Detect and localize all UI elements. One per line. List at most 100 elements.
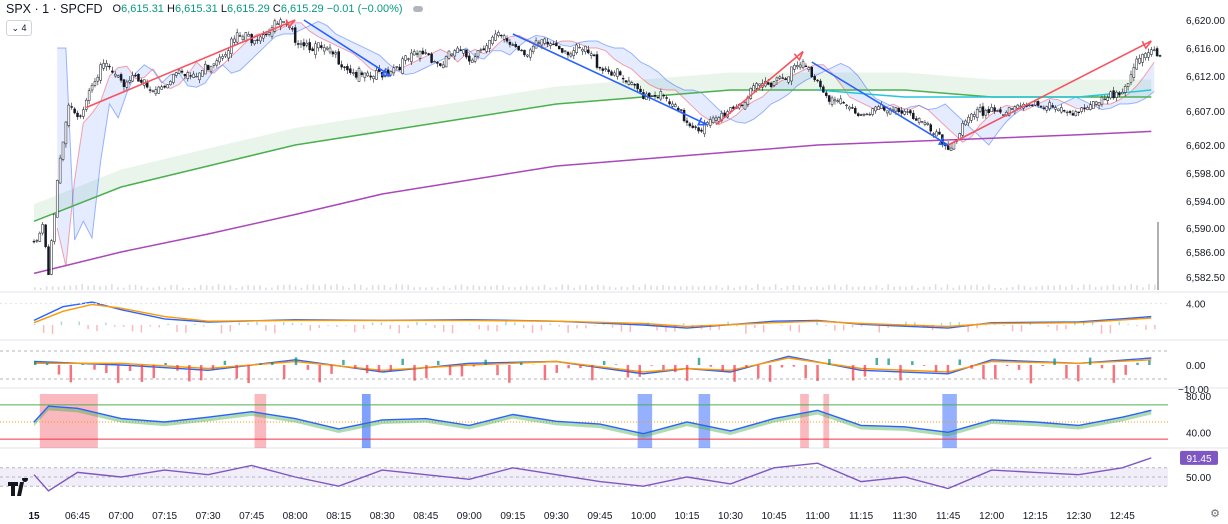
osc2-hist-bar: [472, 365, 476, 367]
candle-body: [581, 48, 584, 52]
candle-body: [392, 67, 396, 74]
candle-body: [93, 81, 97, 86]
rsi-pane-bg: 50.00 91.45: [0, 450, 1218, 487]
candle-body: [511, 44, 515, 46]
candle-body: [975, 109, 979, 118]
time-tick-label: 07:45: [239, 511, 264, 522]
up-arrow-2: [715, 50, 804, 126]
osc1-hist-bar: [611, 325, 614, 328]
volume-bar: [288, 284, 291, 290]
volume-bar: [531, 286, 534, 290]
volume-bar: [922, 286, 925, 290]
osc1-hist-bar: [122, 325, 125, 327]
osc1-hist-bar: [976, 325, 978, 329]
settings-gear-icon[interactable]: ⚙: [1210, 508, 1220, 520]
candle-body: [926, 122, 930, 125]
candle-body: [624, 80, 628, 83]
volume-bar: [579, 285, 581, 290]
osc1-hist-bar: [754, 325, 756, 329]
osc1-hist-bar: [167, 323, 169, 326]
symbol-label[interactable]: SPX · 1 · SPCFD: [6, 2, 103, 16]
candle-body: [96, 76, 100, 82]
candle-body: [743, 102, 747, 110]
osc2-hist-bar: [662, 365, 665, 370]
candle-body: [427, 53, 430, 56]
teal-ma-line: [817, 89, 1152, 98]
candle-body: [848, 106, 851, 110]
volume-bar: [205, 285, 208, 290]
osc1-hist-bar: [256, 321, 258, 326]
volume-bar: [869, 286, 872, 290]
candle-body: [650, 95, 654, 97]
volume-bar: [484, 286, 486, 290]
volume-bar: [365, 287, 368, 290]
osc1-hist-bar: [442, 325, 445, 332]
candle-body: [177, 69, 181, 74]
volume-bar: [502, 285, 504, 290]
candle-body: [990, 107, 993, 112]
volume-bar: [490, 286, 492, 290]
tradingview-logo-icon: [8, 478, 28, 496]
candle-body: [563, 50, 567, 52]
volume-bar: [271, 287, 273, 290]
osc1-hist-bar: [994, 324, 996, 326]
candle-body: [128, 80, 132, 83]
candle-body: [578, 46, 581, 49]
osc1-hist-bar: [514, 322, 516, 326]
candle-body: [1141, 54, 1144, 63]
candle-body: [1065, 111, 1069, 114]
candle-body: [328, 47, 332, 53]
candle-body: [264, 33, 268, 36]
volume-bar: [425, 287, 427, 290]
osc1-hist-bar: [1082, 321, 1085, 326]
high-value: 6,615.31: [174, 3, 218, 15]
volume-bar: [644, 284, 647, 290]
osc2-hist-bar: [626, 365, 630, 378]
osc1-hist-bar: [736, 325, 738, 327]
osc2-hist-bar: [365, 365, 369, 374]
candle-body: [398, 66, 401, 71]
volume-bar: [964, 285, 967, 290]
volume-bar: [585, 284, 587, 290]
candle-body: [505, 38, 509, 42]
osc2-hist-bar: [140, 365, 144, 382]
time-tick-label: 08:00: [283, 511, 308, 522]
candle-body: [99, 64, 102, 81]
candle-body: [508, 41, 512, 45]
indicators-toggle-button[interactable]: ⌄ 4: [6, 20, 32, 36]
candle-body: [1152, 49, 1156, 51]
time-tick-label: 07:15: [152, 511, 177, 522]
volume-bar: [988, 284, 990, 290]
candle-body: [917, 118, 921, 123]
osc2-hist-bar: [105, 365, 108, 374]
candle-body: [79, 115, 82, 117]
osc1-hist-bar: [34, 324, 36, 326]
candle-body: [1016, 104, 1020, 109]
candle-body: [82, 109, 85, 117]
candle-body: [148, 89, 152, 91]
candle-body: [569, 53, 573, 57]
time-tick-label: 11:15: [849, 511, 874, 522]
candle-body: [203, 63, 207, 75]
candle-body: [1089, 104, 1092, 110]
candle-body: [482, 48, 486, 51]
osc2-hist-bar: [934, 365, 938, 372]
candle-body: [235, 32, 239, 43]
up-arrow-1-head: [285, 19, 296, 29]
candle-body: [610, 71, 613, 76]
osc1-hist-bar: [665, 325, 667, 332]
osc1-hist-bar: [78, 321, 80, 326]
osc1-hist-bar: [114, 325, 116, 327]
time-tick-label: 11:45: [936, 511, 961, 522]
volume-bar: [1029, 287, 1032, 290]
volume-bar: [928, 286, 931, 290]
volume-bar: [881, 287, 884, 290]
osc1-hist-bar: [487, 325, 489, 331]
osc2-hist-bar: [1005, 365, 1009, 367]
volume-bar: [543, 284, 546, 290]
osc2-hist-bar: [401, 358, 404, 365]
candle-body: [456, 47, 459, 53]
osc2-hist-bar: [164, 362, 167, 365]
candle-body: [259, 36, 262, 42]
